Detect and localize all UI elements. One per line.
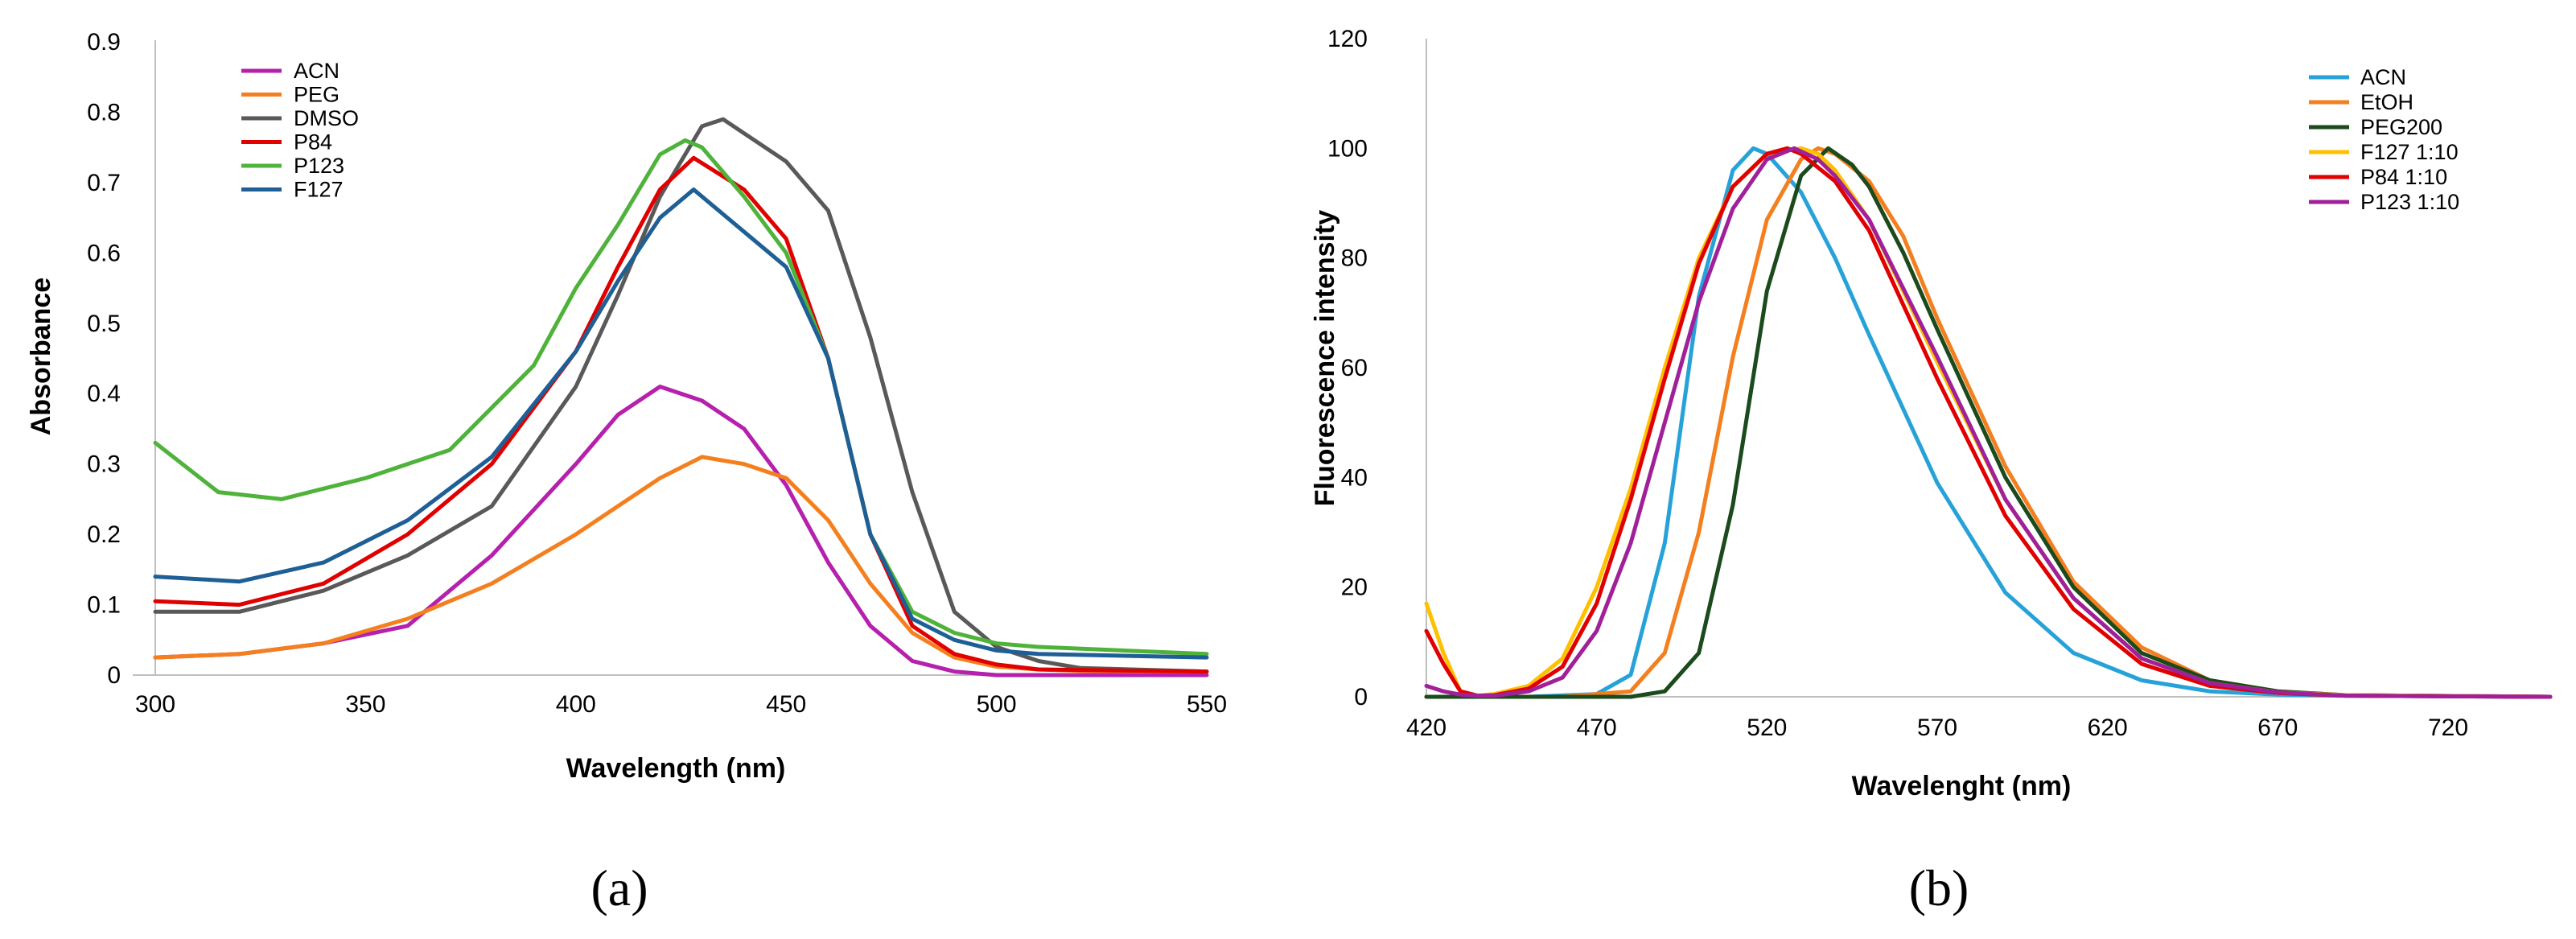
series-line-p84 <box>153 155 1209 674</box>
legend-label: PEG200 <box>2360 115 2442 139</box>
fluorescence-chart: 0 20 40 60 80 100 120 420 470 520 570 620 670 720 Wa… <box>1310 26 2553 916</box>
y-tick-label: 20 <box>1341 575 1368 601</box>
y-tick-label: 0.3 <box>87 451 121 478</box>
y-tick-label: 100 <box>1327 135 1368 162</box>
y-axis-title: Absorbance <box>26 278 56 436</box>
y-tick-label: 0.9 <box>87 29 121 56</box>
y-tick-label: 120 <box>1327 26 1368 52</box>
x-tick-label: 620 <box>2088 715 2128 741</box>
legend-label: F127 1:10 <box>2360 140 2459 164</box>
y-tick-label: 0.6 <box>87 240 121 266</box>
legend-label: P123 <box>294 154 344 178</box>
y-tick-label: 40 <box>1341 464 1368 491</box>
y-tick-label: 0.8 <box>87 99 121 126</box>
series-line-f127 <box>153 187 1209 660</box>
series-line-acn <box>153 385 1209 677</box>
legend-label: EtOH <box>2360 90 2413 114</box>
series-line-etoh <box>1424 146 2553 699</box>
legend-label: P123 1:10 <box>2360 190 2459 214</box>
x-tick-label: 570 <box>1917 715 1957 741</box>
x-tick-label: 400 <box>556 691 596 718</box>
legend-label: P84 <box>294 130 332 154</box>
y-tick-label: 0 <box>1354 684 1368 710</box>
x-axis-title: Wavelength (nm) <box>566 753 786 784</box>
legend-label: PEG <box>294 83 339 107</box>
series-line-peg200 <box>1424 146 2553 699</box>
legend-label: P84 1:10 <box>2360 165 2447 189</box>
x-tick-label: 420 <box>1406 715 1446 741</box>
series-line-f127-1-10 <box>1424 146 2553 699</box>
x-tick-label: 720 <box>2428 715 2468 741</box>
y-tick-label: 0 <box>107 662 121 689</box>
series-line-p84-1-10 <box>1424 146 2553 699</box>
x-tick-label: 470 <box>1577 715 1617 741</box>
series-line-p123 <box>153 138 1209 657</box>
legend-label: DMSO <box>294 106 359 130</box>
legend-label: ACN <box>294 59 339 83</box>
series-line-p123-1-10 <box>1424 146 2553 699</box>
x-tick-label: 500 <box>977 691 1017 718</box>
y-tick-label: 0.2 <box>87 521 121 548</box>
x-tick-label: 450 <box>766 691 806 718</box>
x-tick-label: 670 <box>2257 715 2298 741</box>
legend-label: F127 <box>294 178 344 202</box>
panel-label-a: (a) <box>591 859 648 916</box>
x-tick-label: 350 <box>345 691 385 718</box>
y-tick-label: 0.1 <box>87 592 121 619</box>
x-tick-label: 300 <box>135 691 175 718</box>
y-tick-label: 0.7 <box>87 170 121 196</box>
legend-label: ACN <box>2360 65 2406 89</box>
y-tick-label: 60 <box>1341 355 1368 381</box>
y-tick-label: 0.5 <box>87 311 121 337</box>
y-axis-title: Fluorescence intensity <box>1310 210 1340 507</box>
absorbance-chart: 0 0.1 0.2 0.3 0.4 0.5 0.6 0.7 0.8 0.9 300 350 400 45… <box>26 29 1227 916</box>
x-tick-label: 520 <box>1747 715 1787 741</box>
x-tick-label: 550 <box>1187 691 1227 718</box>
series-line-peg <box>153 455 1209 674</box>
panel-label-b: (b) <box>1909 859 1969 916</box>
y-tick-label: 80 <box>1341 245 1368 272</box>
y-tick-label: 0.4 <box>87 381 121 407</box>
series-line-acn <box>1424 146 2553 699</box>
x-axis-title: Wavelenght (nm) <box>1852 771 2072 801</box>
